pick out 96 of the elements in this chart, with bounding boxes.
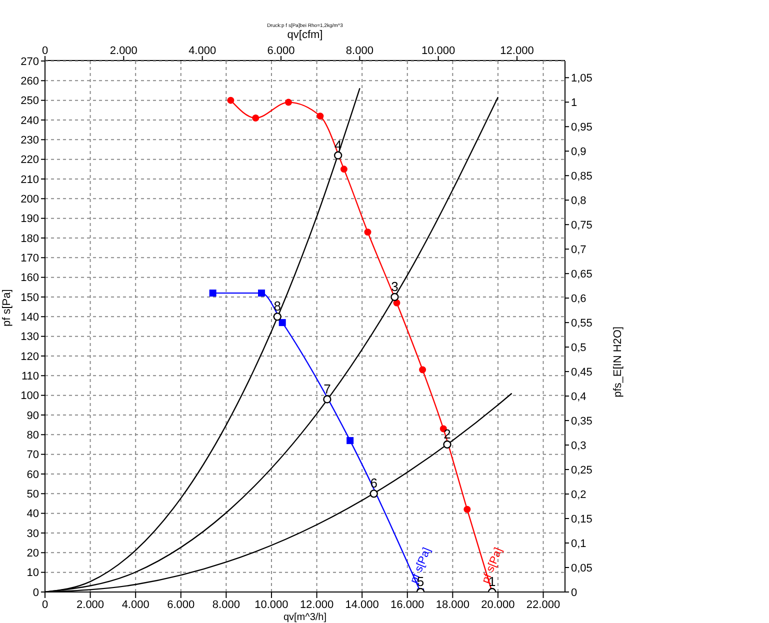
- y-tick-label: 160: [20, 272, 39, 284]
- y-tick-label: 60: [26, 468, 39, 481]
- x-tick-label: 12.000: [300, 598, 334, 611]
- point: [278, 319, 286, 326]
- x-tick-label: 10.000: [254, 598, 288, 611]
- y2-tick-label: 0,8: [571, 195, 586, 208]
- y-tick-label: 40: [26, 508, 39, 520]
- x-tick-label: 16.000: [390, 598, 424, 611]
- y-tick-label: 220: [20, 154, 39, 166]
- annotation: 8: [274, 298, 281, 314]
- point: [419, 366, 426, 374]
- y2-tick-label: 0,55: [571, 317, 592, 330]
- y2-tick-label: 0,65: [571, 268, 592, 280]
- y2-tick-label: 0,15: [571, 513, 592, 526]
- y2-tick-label: 0,4: [571, 390, 586, 403]
- y-tick-label: 10: [26, 567, 39, 580]
- y-tick-label: 140: [20, 312, 39, 324]
- y2-tick-label: 0,3: [571, 440, 586, 452]
- point: [284, 98, 292, 106]
- y-tick-label: 200: [20, 194, 39, 206]
- y2-tick-label: 0,6: [571, 292, 586, 305]
- y-axis-title: pf s[Pa]: [0, 289, 13, 326]
- y2-tick-label: 0,05: [571, 562, 592, 574]
- point: [273, 312, 282, 321]
- y-tick-label: 20: [26, 548, 39, 560]
- annotation: 3: [391, 279, 398, 294]
- y-tick-label: 150: [20, 292, 39, 304]
- point: [340, 166, 348, 173]
- point: [443, 440, 452, 449]
- annotation: 6: [370, 476, 378, 491]
- x-tick-label: 6.000: [167, 598, 195, 611]
- point: [227, 96, 234, 104]
- point: [364, 228, 372, 236]
- y2-tick-label: 0,1: [571, 538, 586, 550]
- y-tick-label: 0: [32, 586, 39, 599]
- y2-axis-title: pfs_E[IN H2O]: [612, 326, 624, 398]
- y2-tick-label: 0,5: [571, 342, 586, 354]
- y2-tick-label: 0,9: [571, 146, 586, 158]
- point: [323, 395, 332, 404]
- y-tick-label: 270: [20, 56, 39, 68]
- x-axis-title: qv[m^3/h]: [283, 612, 327, 623]
- y2-tick-label: 1: [571, 97, 578, 110]
- y2-tick-label: 0,75: [571, 220, 592, 232]
- annotation: 7: [324, 381, 331, 396]
- y-tick-label: 260: [20, 76, 39, 88]
- y-tick-label: 190: [20, 213, 39, 226]
- y-tick-label: 180: [20, 232, 39, 245]
- y-tick-label: 250: [20, 95, 39, 108]
- point: [390, 292, 399, 302]
- x2-tick-label: 2.000: [110, 45, 138, 57]
- y-tick-label: 120: [20, 350, 39, 363]
- x-tick-label: 22.000: [526, 598, 560, 611]
- x-tick-label: 8.000: [212, 598, 240, 611]
- y-tick-label: 90: [26, 410, 39, 422]
- y2-tick-label: 1,05: [571, 72, 592, 85]
- point: [252, 114, 260, 122]
- point: [393, 299, 400, 306]
- y-tick-label: 100: [20, 390, 39, 402]
- y-tick-label: 240: [20, 114, 39, 127]
- x2-tick-label: 8.000: [346, 45, 374, 57]
- x2-tick-label: 0: [42, 45, 48, 57]
- x-tick-label: 2.000: [76, 598, 104, 611]
- y2-tick-label: 0,85: [571, 170, 592, 183]
- point: [334, 151, 342, 160]
- x-tick-label: 20.000: [481, 598, 515, 611]
- y-tick-label: 110: [21, 370, 39, 383]
- x-tick-label: 4.000: [122, 598, 150, 611]
- y-tick-label: 30: [26, 528, 39, 540]
- y2-tick-label: 0: [571, 586, 578, 599]
- y2-tick-label: 0,95: [571, 122, 592, 134]
- x2-tick-label: 6.000: [267, 45, 295, 57]
- y2-tick-label: 0,7: [571, 244, 586, 256]
- point: [258, 290, 266, 297]
- y-tick-label: 170: [20, 252, 39, 265]
- point: [316, 112, 324, 120]
- x2-tick-label: 12.000: [500, 45, 534, 57]
- point: [209, 290, 216, 297]
- x-tick-label: 18.000: [436, 598, 470, 611]
- y-tick-label: 50: [26, 488, 39, 501]
- x-tick-label: 0: [42, 598, 48, 611]
- point: [346, 437, 354, 444]
- y2-tick-label: 0,2: [571, 488, 586, 501]
- y-tick-label: 80: [26, 430, 39, 442]
- x2-axis-title: qv[cfm]: [287, 29, 323, 41]
- y2-tick-label: 0,45: [571, 366, 592, 378]
- y2-tick-label: 0,25: [571, 464, 592, 476]
- point: [464, 506, 471, 513]
- x2-tick-label: 10.000: [422, 45, 456, 57]
- x2-tick-label: 4.000: [188, 45, 216, 57]
- x-tick-label: 14.000: [345, 598, 379, 611]
- y-tick-label: 70: [26, 449, 39, 462]
- y2-tick-label: 0,35: [571, 415, 592, 428]
- y-tick-label: 130: [20, 331, 39, 344]
- y-tick-label: 230: [20, 134, 39, 147]
- point: [370, 490, 378, 498]
- y-tick-label: 210: [20, 174, 39, 186]
